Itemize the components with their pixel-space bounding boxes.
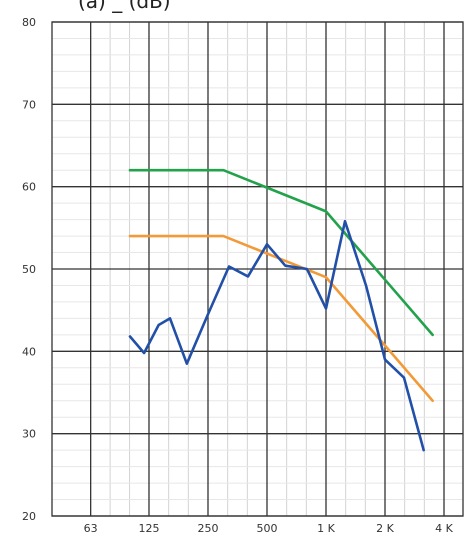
- y-tick-label: 60: [22, 181, 36, 194]
- y-tick-label: 50: [22, 263, 36, 276]
- series-layer: [128, 168, 434, 452]
- x-tick-label: 500: [256, 522, 277, 535]
- plot-border: [51, 21, 464, 517]
- series-line-3: [128, 219, 425, 452]
- x-tick-labels: 63 125 250 500 1 K 2 K 4 K: [84, 522, 454, 535]
- x-tick-label: 2 K: [376, 522, 394, 535]
- header-fragment: (a) _ (dB): [78, 0, 171, 13]
- x-tick-label: 4 K: [435, 522, 453, 535]
- y-tick-label: 70: [22, 98, 36, 111]
- y-tick-label: 30: [22, 428, 36, 441]
- y-tick-labels: 20 30 40 50 60 70 80: [22, 16, 36, 523]
- x-tick-label: 125: [138, 522, 159, 535]
- y-tick-label: 40: [22, 345, 36, 358]
- x-tick-label: 63: [84, 522, 98, 535]
- top-header: (a) _ (dB): [78, 0, 171, 13]
- series-line-1: [128, 168, 434, 337]
- major-grid: [52, 21, 463, 517]
- y-tick-label: 20: [22, 510, 36, 523]
- plot-frame: [51, 21, 464, 517]
- x-tick-label: 250: [197, 522, 218, 535]
- x-tick-label: 1 K: [317, 522, 335, 535]
- y-tick-label: 80: [22, 16, 36, 29]
